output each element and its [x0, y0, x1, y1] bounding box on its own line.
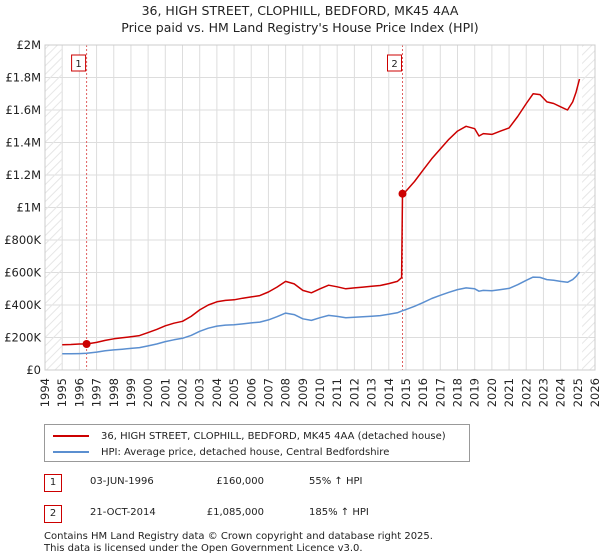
x-tick-label: 1996 — [72, 378, 86, 407]
transaction-date: 03-JUN-1996 — [90, 476, 154, 487]
sale-points — [82, 189, 407, 348]
x-tick-label: 2001 — [158, 378, 172, 407]
series-lines — [62, 78, 581, 355]
x-tick-label: 2008 — [279, 378, 293, 407]
transaction-hpi-change: 55% ↑ HPI — [309, 476, 363, 487]
x-tick-label: 2002 — [176, 378, 190, 407]
x-tick-label: 2006 — [244, 378, 258, 407]
x-tick-label: 2019 — [468, 378, 482, 407]
x-tick-label: 2007 — [261, 378, 275, 407]
y-tick-label: £1.6M — [5, 103, 41, 117]
x-tick-label: 2017 — [433, 378, 447, 407]
x-tick-label: 2022 — [519, 378, 533, 407]
y-tick-label: £200K — [4, 331, 41, 345]
legend-swatch-hpi — [53, 451, 89, 453]
legend-item-property: 36, HIGH STREET, CLOPHILL, BEDFORD, MK45… — [53, 428, 446, 444]
y-tick-label: £400K — [4, 298, 41, 312]
y-tick-label: £600K — [4, 266, 41, 280]
x-tick-label: 2015 — [399, 378, 413, 407]
footer: Contains HM Land Registry data © Crown c… — [44, 531, 433, 555]
sale-label-box — [71, 54, 87, 72]
legend-item-hpi: HPI: Average price, detached house, Cent… — [53, 444, 389, 460]
y-tick-label: £2M — [16, 38, 41, 52]
y-tick-label: £1.8M — [5, 71, 41, 85]
x-tick-label: 1999 — [124, 378, 138, 407]
x-tick-label: 2011 — [330, 378, 344, 407]
legend: 36, HIGH STREET, CLOPHILL, BEDFORD, MK45… — [44, 424, 470, 462]
plot-frame — [44, 44, 596, 371]
x-tick-label: 2018 — [451, 378, 465, 407]
footer-line-2: This data is licensed under the Open Gov… — [44, 543, 363, 554]
grid — [44, 44, 596, 371]
x-tick-label: 2003 — [193, 378, 207, 407]
y-tick-label: £1.2M — [5, 168, 41, 182]
legend-label-hpi: HPI: Average price, detached house, Cent… — [101, 446, 390, 458]
transaction-number-badge: 2 — [44, 505, 62, 523]
y-tick-label: £0 — [26, 363, 41, 377]
series-line-property — [62, 78, 581, 346]
x-tick-label: 2021 — [502, 378, 516, 407]
x-tick-label: 2009 — [296, 378, 310, 407]
x-tick-label: 2026 — [588, 378, 600, 407]
x-tick-label: 1995 — [55, 378, 69, 407]
title-line-1: 36, HIGH STREET, CLOPHILL, BEDFORD, MK45… — [141, 3, 459, 18]
series-line-hpi — [62, 271, 581, 355]
transaction-date: 21-OCT-2014 — [90, 507, 156, 518]
legend-label-property: 36, HIGH STREET, CLOPHILL, BEDFORD, MK45… — [101, 430, 446, 442]
sale-point — [398, 189, 407, 198]
x-tick-label: 2010 — [313, 378, 327, 407]
x-tick-label: 1994 — [38, 378, 52, 407]
x-tick-label: 2013 — [365, 378, 379, 407]
y-axis-labels: £0 £200K £400K £600K £800K £1M £1.2M £1.4M £1.6M… — [4, 38, 41, 377]
transaction-number-badge: 1 — [44, 474, 62, 492]
x-tick-label: 2016 — [416, 378, 430, 407]
x-tick-label: 2000 — [141, 378, 155, 407]
x-tick-label: 2005 — [227, 378, 241, 407]
sale-label-box — [387, 54, 402, 72]
transaction-hpi-change: 185% ↑ HPI — [309, 507, 369, 518]
transaction-price: £1,085,000 — [206, 507, 264, 518]
sale-label-text: 1 — [75, 59, 81, 70]
sale-label-text: 2 — [391, 59, 397, 70]
footer-line-1: Contains HM Land Registry data © Crown c… — [44, 531, 433, 542]
y-tick-label: £800K — [4, 233, 41, 247]
hatch-region — [45, 45, 595, 370]
hatch-right — [582, 45, 595, 370]
y-tick-label: £1M — [16, 201, 41, 215]
x-tick-label: 2024 — [554, 378, 568, 407]
hatch-left — [45, 45, 63, 370]
title-line-2: Price paid vs. HM Land Registry's House … — [121, 20, 479, 35]
x-tick-label: 1998 — [107, 378, 121, 407]
x-tick-label: 2020 — [485, 378, 499, 407]
x-tick-label: 1997 — [90, 378, 104, 407]
legend-swatch-property — [53, 435, 89, 437]
y-tick-label: £1.4M — [5, 136, 41, 150]
x-tick-label: 2004 — [210, 378, 224, 407]
chart-title: 36, HIGH STREET, CLOPHILL, BEDFORD, MK45… — [0, 2, 600, 36]
sale-point — [82, 340, 91, 348]
x-tick-label: 2012 — [347, 378, 361, 407]
x-tick-label: 2023 — [536, 378, 550, 407]
x-axis-labels: 1994 1995 1996 1997 1998 1999 2000 2001 2002 2003… — [38, 378, 600, 407]
x-tick-label: 2014 — [382, 378, 396, 407]
x-tick-label: 2025 — [571, 378, 585, 407]
transaction-price: £160,000 — [216, 476, 264, 487]
